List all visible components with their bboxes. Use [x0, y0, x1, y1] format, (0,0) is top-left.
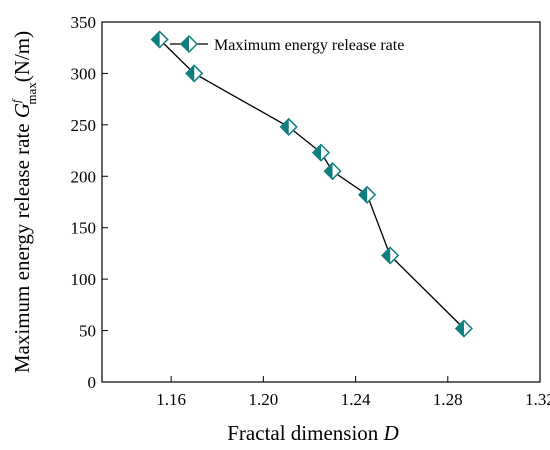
- plot-frame: [101, 21, 541, 383]
- data-point: [150, 30, 169, 49]
- x-tick-label: 1.20: [248, 390, 278, 409]
- y-tick-label: 250: [71, 116, 97, 135]
- y-tick-label: 350: [71, 13, 97, 32]
- y-tick-label: 50: [79, 322, 96, 341]
- y-axis-label: Maximum energy release rate Gfmax(N/m): [9, 31, 39, 373]
- series-line: [159, 39, 465, 329]
- x-tick-label: 1.28: [433, 390, 463, 409]
- series-layer: [150, 30, 473, 338]
- x-axis-label: Fractal dimension D: [227, 421, 398, 445]
- x-tick-label: 1.16: [156, 390, 186, 409]
- data-point: [358, 185, 377, 204]
- x-tick-label: 1.32: [525, 390, 550, 409]
- data-point: [179, 34, 199, 54]
- data-point: [311, 143, 331, 162]
- data-point: [323, 162, 342, 181]
- data-point: [279, 117, 298, 136]
- y-tick-label: 100: [71, 270, 97, 289]
- ticks-layer: 0 50 100 150 200 250 300 350 1.16 1.20 1.24 1.28 1.3…: [71, 13, 550, 409]
- x-tick-label: 1.24: [341, 390, 371, 409]
- legend-label: Maximum energy release rate: [214, 37, 404, 54]
- data-point: [381, 246, 400, 265]
- y-tick-label: 200: [71, 167, 97, 186]
- y-tick-label: 0: [88, 373, 97, 392]
- data-point: [185, 64, 204, 83]
- legend-marker: [179, 34, 199, 54]
- y-tick-label: 300: [71, 64, 97, 83]
- y-tick-label: 150: [71, 219, 97, 238]
- legend: Maximum energy release rate: [170, 34, 404, 54]
- data-point: [454, 319, 473, 338]
